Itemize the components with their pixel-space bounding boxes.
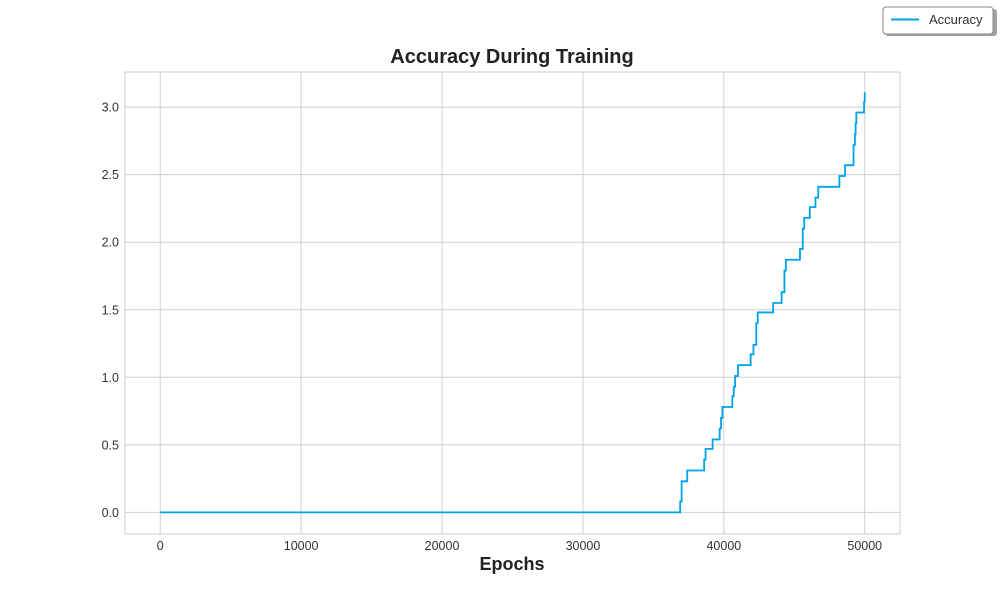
- chart-title: Accuracy During Training: [390, 46, 633, 68]
- y-axis-ticks: 0.0 0.5 1.0 1.5 2.0 2.5 3.0: [102, 101, 119, 520]
- plot-frame: [124, 71, 901, 535]
- y-tick-label: 1.0: [102, 371, 119, 385]
- series-layer: [160, 92, 866, 514]
- grid-lines: [125, 72, 900, 534]
- x-tick-label: 50000: [847, 539, 882, 553]
- y-tick-label: 2.5: [102, 168, 119, 182]
- legend: Accuracy: [882, 6, 997, 36]
- x-tick-label: 30000: [566, 539, 601, 553]
- legend-entry-accuracy: Accuracy: [929, 12, 983, 27]
- x-tick-label: 20000: [425, 539, 460, 553]
- y-tick-label: 2.0: [102, 236, 119, 250]
- x-tick-label: 10000: [284, 539, 319, 553]
- legend-box: [882, 6, 994, 35]
- y-tick-label: 0.5: [102, 438, 119, 452]
- x-tick-label: 40000: [706, 539, 741, 553]
- y-tick-label: 3.0: [102, 101, 119, 115]
- y-tick-label: 0.0: [102, 506, 119, 520]
- x-axis-label: Epochs: [479, 554, 544, 574]
- x-tick-label: 0: [157, 539, 164, 553]
- y-tick-label: 1.5: [102, 303, 119, 317]
- x-axis-ticks: 0 10000 20000 30000 40000 50000: [157, 539, 882, 553]
- series-line-accuracy: [160, 92, 866, 514]
